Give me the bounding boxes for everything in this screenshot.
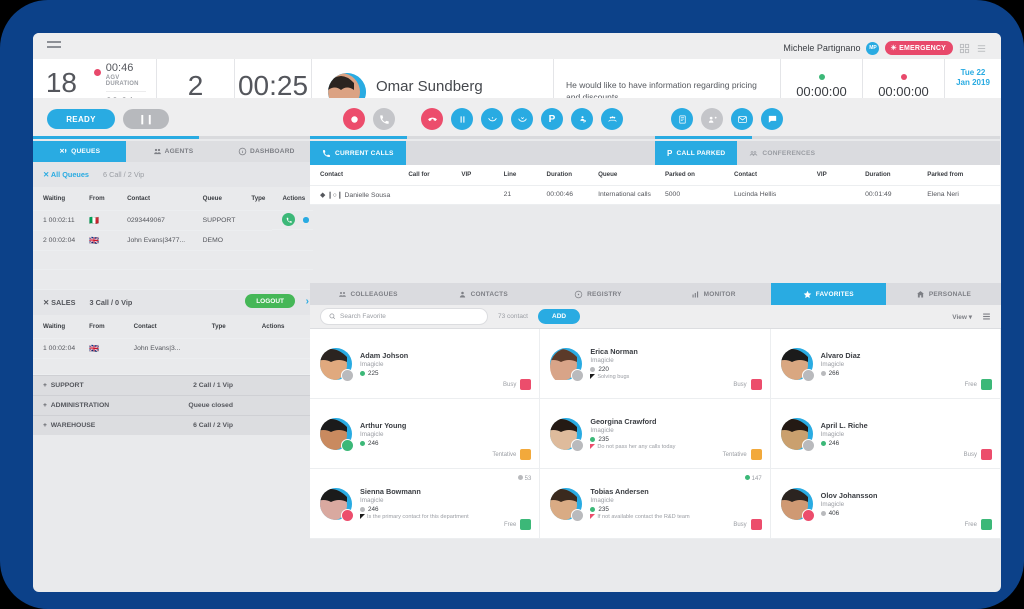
svg-text:P: P	[583, 119, 586, 124]
